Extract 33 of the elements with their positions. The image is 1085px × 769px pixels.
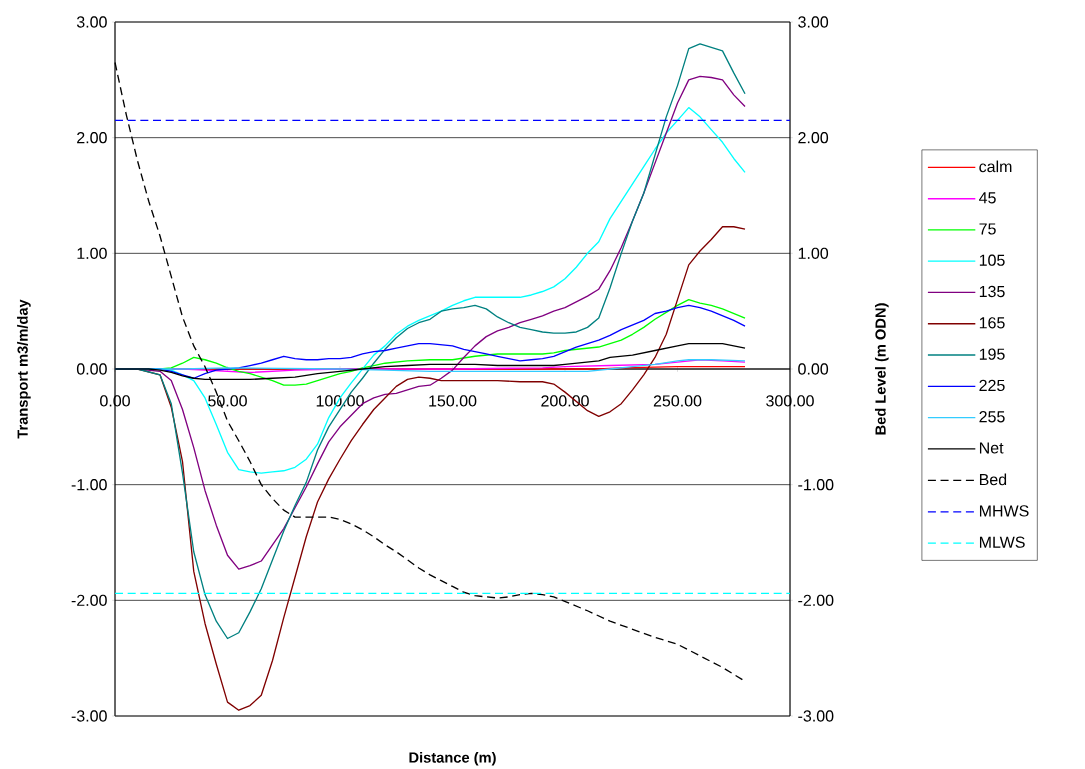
y-tick-label: 3.00 <box>76 16 107 28</box>
y-tick-label: -1.00 <box>71 479 107 491</box>
x-tick-label: 50.00 <box>208 395 247 407</box>
x-axis-title: Distance (m) <box>409 751 496 766</box>
y-tick-label: 0.00 <box>76 363 107 375</box>
y-tick-label: -2.00 <box>71 594 107 606</box>
legend-label: 255 <box>979 411 1005 423</box>
y2-tick-label: 3.00 <box>798 16 829 28</box>
y2-tick-label: -3.00 <box>798 710 834 722</box>
legend-label: 225 <box>979 379 1005 392</box>
legend-label: 45 <box>979 192 996 204</box>
y2-tick-label: 2.00 <box>798 132 829 144</box>
y-axis-title: Transport m3/m/day <box>17 299 31 439</box>
legend-label: calm <box>979 160 1012 173</box>
y-tick-label: -3.00 <box>71 710 107 722</box>
legend-label: 195 <box>979 348 1005 360</box>
y2-tick-label: -1.00 <box>798 479 834 491</box>
y2-axis-title: Bed Level (m ODN) <box>874 303 889 435</box>
legend-label: MHWS <box>979 505 1029 517</box>
legend-label: 75 <box>979 223 996 235</box>
y2-tick-label: 0.00 <box>798 363 829 375</box>
legend-label: 165 <box>979 317 1005 329</box>
y2-tick-label: -2.00 <box>798 594 834 606</box>
x-tick-label: 150.00 <box>429 395 477 407</box>
y-tick-label: 1.00 <box>77 247 107 259</box>
legend-label: MLWS <box>979 536 1025 548</box>
x-tick-label: 250.00 <box>653 395 702 407</box>
legend-label: Bed <box>979 473 1007 486</box>
y2-tick-label: 1.00 <box>798 247 829 259</box>
legend-label: 105 <box>979 254 1005 266</box>
legend-label: 135 <box>979 285 1005 298</box>
legend-label: Net <box>979 442 1004 454</box>
y-tick-label: 2.00 <box>77 132 107 144</box>
